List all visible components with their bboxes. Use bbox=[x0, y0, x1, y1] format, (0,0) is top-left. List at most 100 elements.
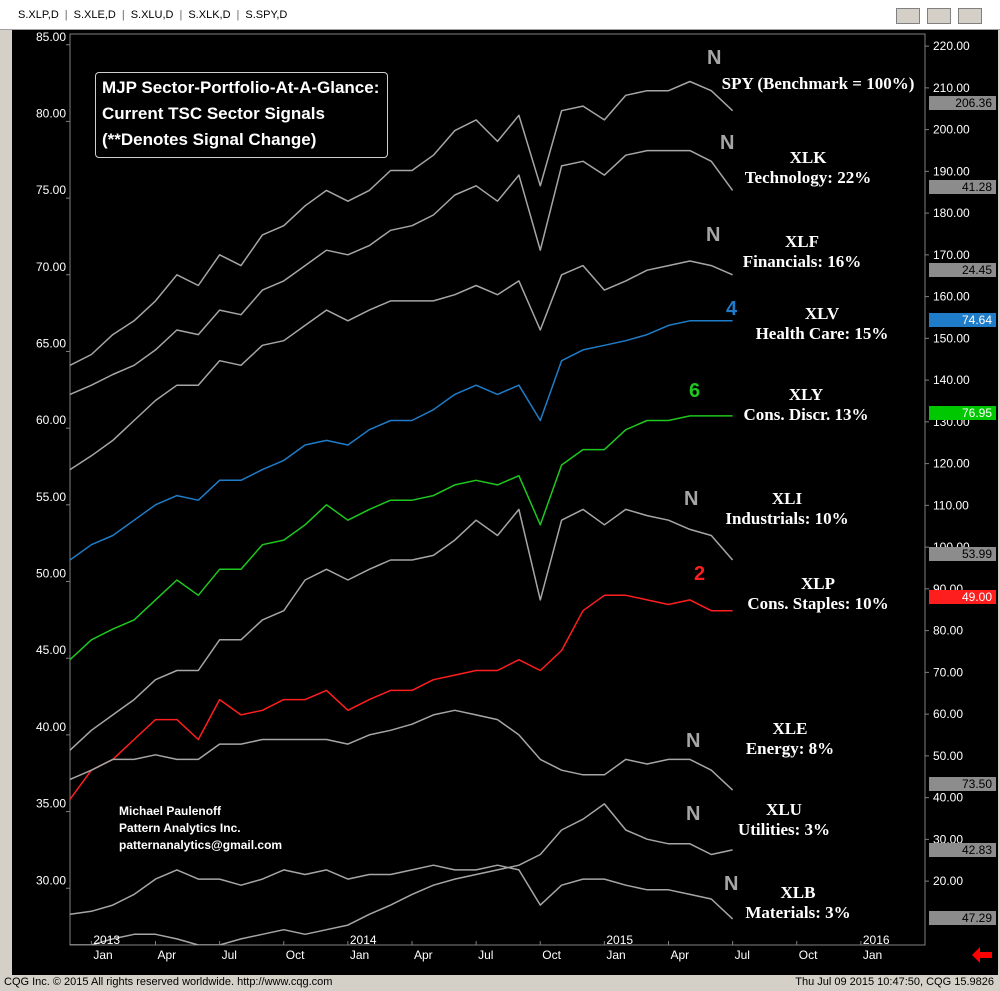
last-value-label: 49.00 bbox=[962, 590, 992, 604]
series-name: XLY bbox=[788, 385, 824, 404]
y-tick-label: 45.00 bbox=[36, 643, 66, 657]
title-bar: S.XLP,D | S.XLE,D | S.XLU,D | S.XLK,D | S.SPY,D bbox=[0, 0, 1000, 30]
credit: Michael Paulenoff Pattern Analytics Inc. p… bbox=[119, 803, 282, 854]
series-description: Cons. Staples: 10% bbox=[747, 594, 889, 613]
last-value-tag bbox=[929, 777, 996, 791]
series-name: XLU bbox=[766, 800, 802, 819]
series-annotation: XLK Technology: 22% bbox=[708, 148, 908, 188]
signal-label: 6 bbox=[689, 380, 701, 402]
x-tick-label: Apr bbox=[671, 948, 690, 962]
chart: 30.00 35.00 40.00 45.00 50.00 55.00 60.00 65.00… bbox=[12, 30, 998, 975]
series-line bbox=[70, 864, 734, 920]
x-tick-label: Jan bbox=[350, 948, 369, 962]
scroll-arrow[interactable] bbox=[972, 947, 992, 963]
y2-tick-label: 160.00 bbox=[933, 290, 970, 304]
credit-line: Michael Paulenoff bbox=[119, 804, 222, 818]
signal-label: N bbox=[724, 873, 739, 895]
title-box: MJP Sector-Portfolio-At-A-Glance: Current… bbox=[95, 72, 389, 158]
y2-tick-label: 30.00 bbox=[933, 832, 963, 846]
last-value-tag bbox=[929, 406, 996, 420]
tab[interactable]: S.XLU,D bbox=[130, 9, 174, 21]
series-name: XLV bbox=[804, 304, 840, 323]
series-annotation: XLI Industrials: 10% bbox=[687, 489, 887, 529]
tab-separator: | bbox=[236, 9, 240, 21]
y2-tick-label: 120.00 bbox=[933, 457, 970, 471]
last-value-tag bbox=[929, 180, 996, 194]
series-name: XLB bbox=[780, 883, 816, 902]
series-annotation: XLF Financials: 16% bbox=[702, 232, 902, 272]
x-year-label: 2013 bbox=[93, 933, 120, 947]
status-bar: CQG Inc. © 2015 All rights reserved worl… bbox=[0, 975, 1000, 991]
series-description: Cons. Discr. 13% bbox=[743, 405, 869, 424]
maximize-button[interactable] bbox=[927, 8, 951, 24]
y2-tick-label: 70.00 bbox=[933, 665, 963, 679]
signal-label: N bbox=[684, 488, 699, 510]
last-value-label: 42.83 bbox=[962, 843, 992, 857]
tab[interactable]: S.XLK,D bbox=[188, 9, 231, 21]
series-line bbox=[70, 594, 733, 800]
series-name: XLP bbox=[801, 574, 835, 593]
tab[interactable]: S.XLE,D bbox=[73, 9, 116, 21]
series-annotation: XLB Materials: 3% bbox=[698, 883, 898, 923]
footer-right: Thu Jul 09 2015 10:47:50, CQG 15.9826 bbox=[795, 976, 994, 988]
chart-background bbox=[12, 30, 998, 975]
title-line: Current TSC Sector Signals bbox=[102, 104, 325, 123]
last-value-label: 206.36 bbox=[955, 96, 992, 110]
series-line bbox=[70, 803, 733, 945]
y2-tick-label: 220.00 bbox=[933, 39, 970, 53]
y-tick-label: 30.00 bbox=[36, 873, 66, 887]
close-button[interactable] bbox=[958, 8, 982, 24]
credit-line: patternanalytics@gmail.com bbox=[119, 838, 283, 852]
x-tick-label: Jul bbox=[222, 948, 237, 962]
x-tick-label: Oct bbox=[799, 948, 818, 962]
series-description: Materials: 3% bbox=[745, 903, 851, 922]
signal-label: N bbox=[720, 132, 735, 154]
series-line bbox=[70, 415, 733, 661]
series-line bbox=[70, 260, 733, 471]
last-value-label: 47.29 bbox=[962, 911, 992, 925]
series-description: Financials: 16% bbox=[742, 252, 862, 271]
y-tick-label: 80.00 bbox=[36, 106, 66, 120]
series-description: Utilities: 3% bbox=[737, 820, 831, 839]
last-value-tag bbox=[929, 590, 996, 604]
y-tick-label: 60.00 bbox=[36, 413, 66, 427]
x-tick-label: Jan bbox=[606, 948, 625, 962]
last-value-label: 41.28 bbox=[962, 180, 992, 194]
series-line bbox=[70, 508, 734, 751]
series-name: XLI bbox=[771, 489, 803, 508]
signal-label: 2 bbox=[694, 563, 706, 585]
tab[interactable]: S.XLP,D bbox=[18, 9, 59, 21]
signal-label: N bbox=[686, 730, 701, 752]
last-value-tag bbox=[929, 843, 996, 857]
signal-label: N bbox=[686, 803, 701, 825]
series-annotation: XLP Cons. Staples: 10% bbox=[718, 574, 918, 614]
y-tick-label: 50.00 bbox=[36, 567, 66, 581]
tab[interactable]: S.SPY,D bbox=[245, 9, 288, 21]
signal-label: N bbox=[706, 224, 721, 246]
x-tick-label: Jan bbox=[863, 948, 882, 962]
minimize-button[interactable] bbox=[896, 8, 920, 24]
x-tick-label: Apr bbox=[414, 948, 433, 962]
x-year-label: 2014 bbox=[350, 933, 377, 947]
plot-frame bbox=[69, 33, 926, 946]
tabs: S.XLP,D | S.XLE,D | S.XLU,D | S.XLK,D | S.SPY,D bbox=[18, 9, 287, 21]
y2-tick-label: 80.00 bbox=[933, 624, 963, 638]
credit-line: Pattern Analytics Inc. bbox=[119, 821, 241, 835]
series-description: Technology: 22% bbox=[744, 168, 872, 187]
series-line bbox=[70, 149, 734, 396]
series-annotation: SPY (Benchmark = 100%) bbox=[718, 74, 918, 94]
tab-separator: | bbox=[179, 9, 183, 21]
x-tick-label: Jul bbox=[735, 948, 750, 962]
series-name: XLF bbox=[785, 232, 819, 251]
series-line bbox=[70, 320, 733, 561]
x-tick-label: Oct bbox=[286, 948, 305, 962]
tab-separator: | bbox=[64, 9, 68, 21]
last-value-label: 74.64 bbox=[962, 313, 992, 327]
last-value-tag bbox=[929, 313, 996, 327]
y-tick-label: 65.00 bbox=[36, 336, 66, 350]
x-tick-label: Apr bbox=[158, 948, 177, 962]
series-name: SPY (Benchmark = 100%) bbox=[721, 74, 915, 93]
y2-tick-label: 190.00 bbox=[933, 164, 970, 178]
y-tick-label: 55.00 bbox=[36, 490, 66, 504]
